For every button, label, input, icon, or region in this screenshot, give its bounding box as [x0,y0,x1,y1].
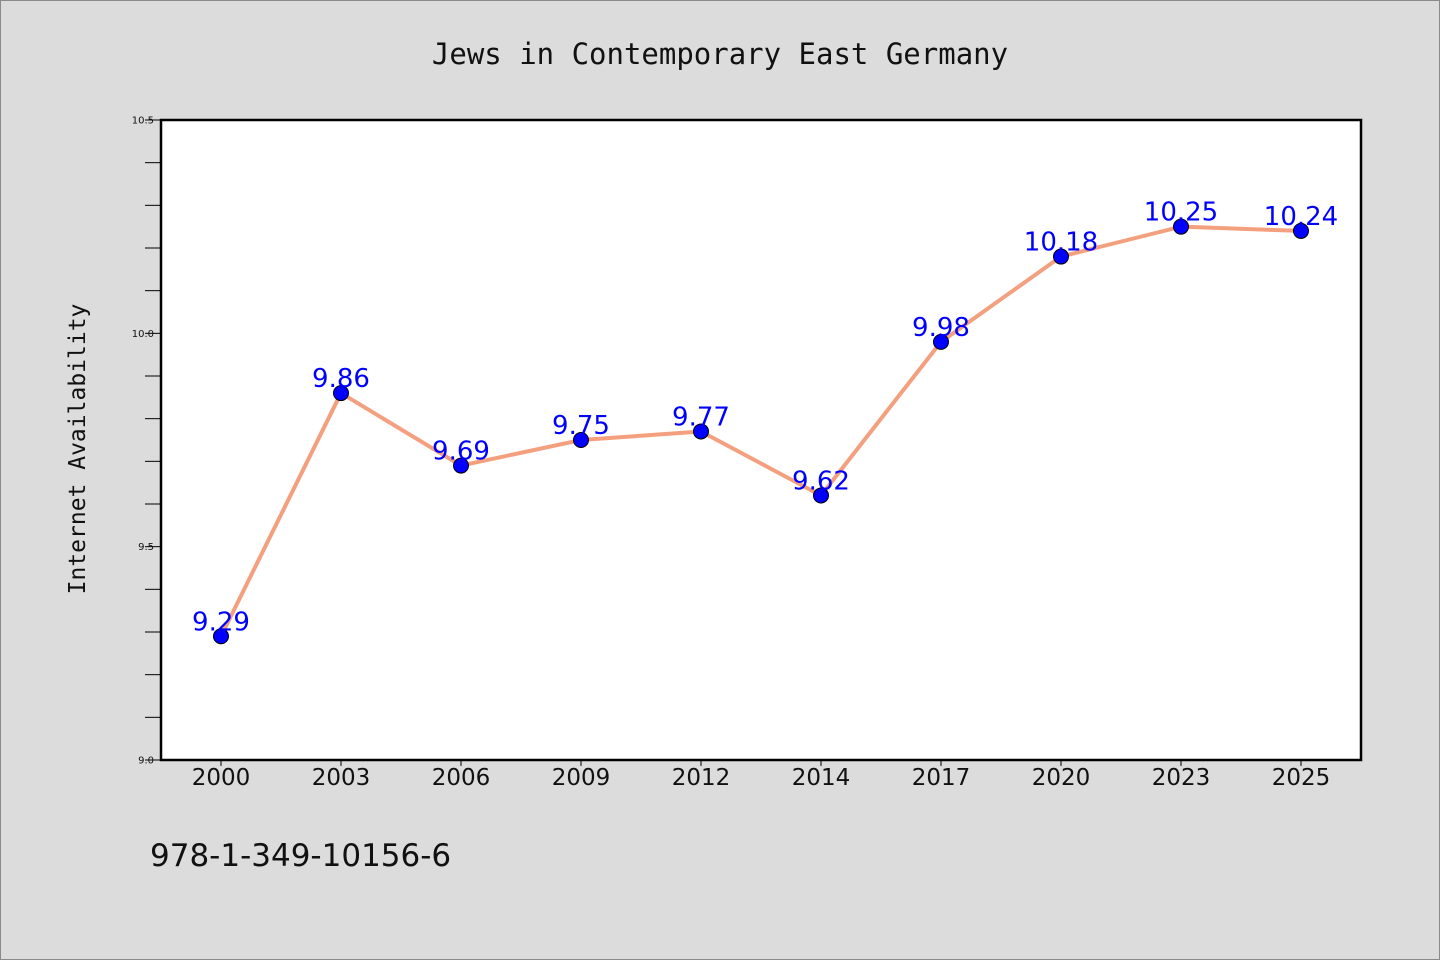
data-label: 9.86 [312,364,370,394]
y-tick-label: 9.0 [138,756,154,767]
data-point [1173,218,1189,235]
x-tick-label: 2017 [912,765,971,791]
x-axis: 2000 2003 2006 2009 2012 2014 2017 2020 2023 2025 [192,760,1331,791]
y-axis: 9.0 9.5 10.0 10.5 [132,116,161,767]
y-tick-label: 10.5 [132,116,154,127]
data-label: 9.69 [432,437,490,467]
x-tick-label: 2012 [672,765,731,791]
data-point [813,487,829,504]
plot-area [159,118,1363,762]
data-label: 9.75 [552,411,610,441]
data-point [453,457,469,474]
data-point [573,432,589,448]
data-point [1053,248,1069,265]
x-tick-label: 2020 [1032,765,1091,791]
data-point [333,385,349,402]
data-label: 9.29 [192,607,250,637]
x-tick-label: 2003 [312,765,371,791]
x-tick-label: 2000 [192,765,251,791]
x-tick-label: 2009 [552,765,611,791]
data-point [1293,222,1309,239]
data-point [933,333,949,350]
data-label: 10.25 [1144,198,1218,228]
x-tick-label: 2023 [1152,765,1211,791]
data-point [693,423,709,440]
series-layer [213,218,1309,645]
data-label: 10.24 [1264,202,1338,232]
data-labels: 9.29 9.86 9.69 9.75 9.77 9.62 9.98 10.18 10.25 10… [192,198,1338,638]
data-label: 10.18 [1024,228,1098,258]
data-label: 9.98 [912,313,970,343]
x-tick-label: 2025 [1272,765,1331,791]
x-tick-label: 2006 [432,765,491,791]
data-label: 9.62 [792,466,850,496]
chart-title: Jews in Contemporary East Germany [432,37,1008,71]
y-axis-label: Internet Availability [65,304,91,595]
isbn-footer: 978-1-349-10156-6 [150,838,451,874]
x-tick-label: 2014 [792,765,851,791]
y-tick-label: 9.5 [138,542,154,553]
series-line [219,224,1303,639]
data-label: 9.77 [672,402,730,432]
y-tick-label: 10.0 [132,329,154,340]
data-point [213,628,229,645]
